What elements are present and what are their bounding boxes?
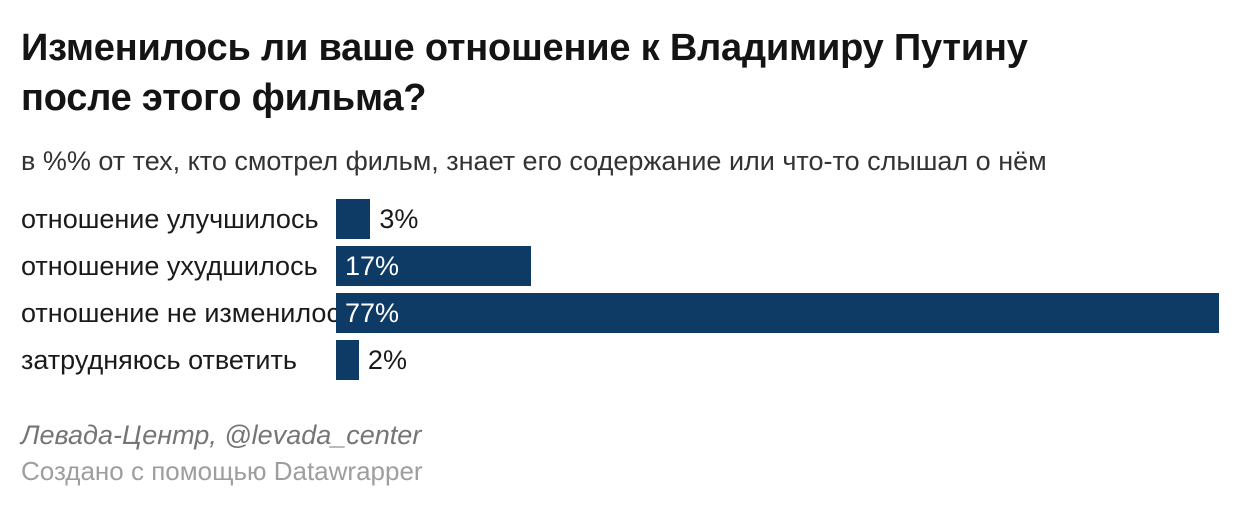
- category-label: отношение ухудшилось: [21, 250, 318, 281]
- bar-row: отношение ухудшилось 17%: [21, 246, 1219, 286]
- value-label: 2%: [367, 344, 407, 375]
- bar-row: отношение улучшилось 3%: [21, 199, 1219, 239]
- value-label: 17%: [345, 250, 400, 281]
- bar[interactable]: [336, 340, 359, 380]
- bar-track: 17%: [336, 246, 1219, 286]
- bar[interactable]: 77%: [336, 293, 1219, 333]
- value-label: 3%: [379, 203, 419, 234]
- category-label: отношение не изменилось: [21, 297, 336, 328]
- chart-title: Изменилось ли ваше отношение к Владимиру…: [21, 23, 1219, 123]
- bar-track: 77%: [336, 293, 1219, 333]
- chart-title-line1: Изменилось ли ваше отношение к Владимиру…: [21, 27, 1028, 69]
- chart-card: Изменилось ли ваше отношение к Владимиру…: [21, 23, 1219, 488]
- bar-chart: отношение улучшилось 3% отношение ухудшило…: [21, 199, 1219, 380]
- category-label: отношение улучшилось: [21, 203, 319, 234]
- category-label: затрудняюсь ответить: [21, 344, 297, 375]
- chart-subtitle: в %% от тех, кто смотрел фильм, знает ег…: [21, 146, 1047, 176]
- bar-row: отношение не изменилось 77%: [21, 293, 1219, 333]
- datawrapper-attribution: Создано с помощью Datawrapper: [21, 456, 423, 486]
- bar-track: 3%: [336, 199, 1219, 239]
- bar[interactable]: 17%: [336, 246, 531, 286]
- chart-footer: Левада-Центр, @levada_center Создано с п…: [21, 418, 1219, 488]
- bar-row: затрудняюсь ответить 2%: [21, 340, 1219, 380]
- source-credit: Левада-Центр, @levada_center: [21, 420, 422, 450]
- bar-track: 2%: [336, 340, 1219, 380]
- bar[interactable]: [336, 199, 371, 239]
- bar-rows: отношение улучшилось 3% отношение ухудшило…: [21, 199, 1219, 380]
- chart-title-line2: после этого фильма?: [21, 77, 427, 119]
- value-label: 77%: [345, 297, 400, 328]
